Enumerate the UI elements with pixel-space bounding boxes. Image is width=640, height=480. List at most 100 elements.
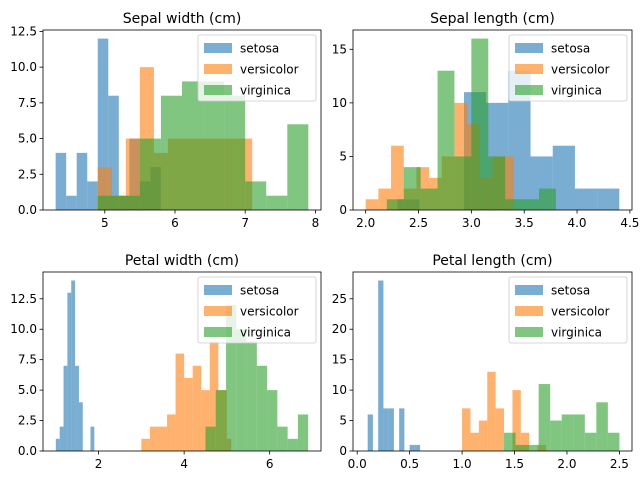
y-tick-label: 0 [339, 203, 347, 217]
y-tick-label: 2.5 [18, 414, 37, 428]
axes-frame [352, 271, 633, 452]
y-tick-label: 5.0 [18, 132, 37, 146]
bar-setosa-0 [367, 414, 373, 451]
legend-swatch-virginica [204, 327, 232, 337]
bar-versicolor-2 [391, 145, 404, 210]
bar-versicolor-2 [158, 426, 168, 451]
x-tick-label: 4 [180, 457, 188, 471]
y-tick-label: 10 [332, 96, 347, 110]
y-tick-label: 0.0 [18, 444, 37, 458]
x-tick-label: 7 [241, 216, 249, 230]
x-tick-label: 2.5 [409, 216, 428, 230]
bar-versicolor-7 [520, 432, 530, 451]
bar-virginica-1 [515, 444, 528, 451]
bar-virginica-6 [224, 95, 246, 210]
bar-setosa-1 [59, 426, 64, 451]
bar-virginica-6 [573, 414, 585, 451]
bar-virginica-9 [607, 432, 620, 451]
bar-versicolor-5 [184, 377, 193, 451]
subplot-4: 0.0 0.5 1.0 1.5 2.0 2.5 0 5 10 15 20 25 Petal length… [332, 253, 633, 471]
bar-setosa-8 [574, 188, 598, 210]
bar-setosa-2 [378, 280, 384, 451]
bar-virginica-8 [522, 199, 539, 210]
bar-virginica-1 [215, 390, 227, 451]
series-setosa [367, 280, 421, 451]
bar-setosa-3 [67, 292, 72, 451]
y-tick-label: 25 [332, 292, 347, 306]
bar-setosa-9 [90, 426, 95, 451]
series-virginica [205, 304, 309, 451]
bar-setosa-7 [552, 145, 575, 210]
legend-label-versicolor: versicolor [240, 63, 299, 77]
bar-setosa-6 [78, 402, 83, 451]
bar-versicolor-6 [512, 390, 521, 451]
axes-frame [42, 271, 322, 452]
legend-label-setosa: setosa [240, 284, 279, 298]
bar-versicolor-3 [487, 371, 496, 451]
legend: setosa versicolor virginica [197, 276, 317, 344]
bar-virginica-5 [203, 81, 225, 210]
x-tick-label: 6 [171, 216, 179, 230]
subplot-1: 5 6 7 8 0.0 2.5 5.0 7.5 10.0 12.5 Sepal width (cm)… [10, 11, 322, 230]
y-tick-label: 15 [332, 42, 347, 56]
bar-versicolor-3 [167, 414, 176, 451]
x-tick-label: 2 [95, 457, 103, 471]
subplot-title: Petal length (cm) [432, 253, 552, 269]
bar-versicolor-2 [478, 420, 488, 451]
legend-swatch-versicolor [204, 306, 232, 316]
x-tick-label: 0.5 [400, 457, 419, 471]
y-tick-label: 20 [332, 322, 347, 336]
bar-setosa-0 [55, 438, 60, 451]
legend-label-virginica: virginica [240, 84, 291, 98]
bar-virginica-9 [539, 188, 556, 210]
subplot-title: Petal width (cm) [125, 253, 239, 269]
subplot-2: 2.0 2.5 3.0 3.5 4.0 4.5 0 5 10 15 Sepal length (cm… [332, 11, 640, 230]
bar-setosa-1 [66, 195, 77, 210]
bar-virginica-3 [160, 95, 182, 210]
x-tick-label: 6 [266, 457, 274, 471]
legend-swatch-setosa [204, 43, 232, 53]
y-tick-label: 0.0 [18, 203, 37, 217]
bar-virginica-6 [488, 156, 506, 210]
x-tick-label: 2.0 [557, 457, 576, 471]
legend-label-setosa: setosa [551, 284, 590, 298]
axes-frame [352, 29, 633, 211]
bar-virginica-8 [266, 195, 288, 210]
bar-virginica-5 [561, 414, 574, 451]
bar-versicolor-0 [141, 438, 150, 451]
bar-virginica-8 [287, 438, 298, 451]
bar-virginica-0 [504, 432, 516, 451]
legend-swatch-setosa [515, 285, 543, 295]
y-tick-label: 10 [332, 383, 347, 397]
bar-virginica-6 [267, 390, 278, 451]
bar-virginica-4 [246, 341, 257, 451]
bar-virginica-5 [471, 38, 489, 211]
legend-swatch-virginica [515, 85, 543, 95]
legend: setosa versicolor virginica [508, 276, 628, 344]
y-tick-label: 5 [339, 149, 347, 163]
bar-virginica-4 [182, 81, 204, 210]
x-tick-label: 8 [312, 216, 320, 230]
legend-label-virginica: virginica [551, 326, 602, 340]
bar-setosa-4 [388, 408, 394, 451]
series-virginica [97, 81, 309, 210]
y-tick-label: 12.5 [10, 292, 37, 306]
x-tick-label: 2.0 [356, 216, 375, 230]
bar-versicolor-1 [470, 432, 479, 451]
legend-label-virginica: virginica [240, 326, 291, 340]
bar-versicolor-1 [149, 426, 159, 451]
series-setosa [55, 280, 95, 451]
bar-virginica-7 [505, 199, 523, 210]
bar-virginica-3 [538, 384, 551, 451]
y-tick-label: 15 [332, 353, 347, 367]
bar-virginica-5 [256, 365, 268, 451]
bar-setosa-8 [409, 444, 415, 451]
legend-label-versicolor: versicolor [240, 305, 299, 319]
y-tick-label: 7.5 [18, 353, 37, 367]
bar-virginica-2 [420, 188, 438, 210]
y-tick-label: 10.0 [10, 60, 37, 74]
x-tick-label: 3.5 [515, 216, 534, 230]
bar-virginica-4 [454, 156, 472, 210]
y-tick-label: 5 [339, 414, 347, 428]
y-tick-label: 0 [339, 444, 347, 458]
